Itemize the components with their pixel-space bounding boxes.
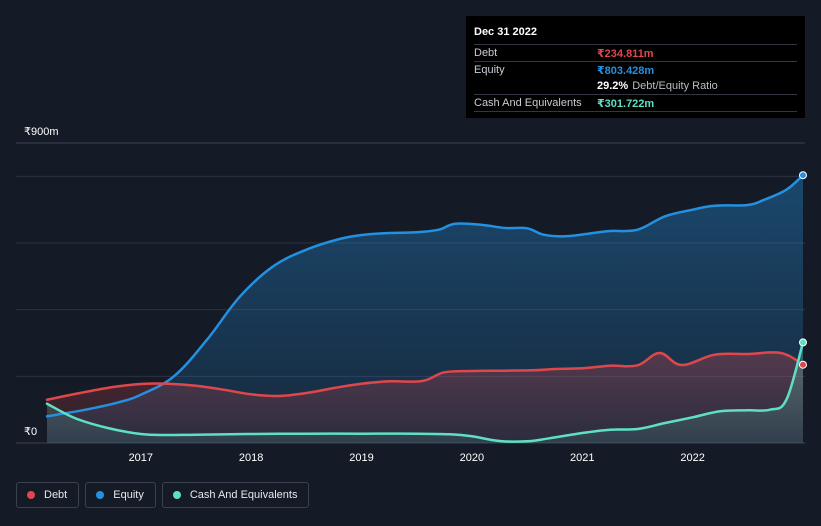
tooltip-ratio-value: 29.2% bbox=[597, 80, 629, 92]
tooltip-date: Dec 31 2022 bbox=[474, 26, 537, 38]
legend-toggle-equity[interactable]: Equity bbox=[85, 482, 156, 508]
tooltip-cash-value: ₹301.722m bbox=[597, 97, 655, 110]
tooltip-row-debt: Debt ₹234.811m bbox=[474, 44, 797, 61]
tooltip-row-ratio: 29.2% Debt/Equity Ratio bbox=[474, 78, 797, 94]
x-tick-label: 2020 bbox=[460, 452, 484, 464]
tooltip-row-cash: Cash And Equivalents ₹301.722m bbox=[474, 94, 797, 112]
legend-label-equity: Equity bbox=[113, 489, 144, 501]
tooltip-debt-label: Debt bbox=[474, 47, 498, 59]
x-tick-label: 2017 bbox=[129, 452, 153, 464]
legend-toggle-cash[interactable]: Cash And Equivalents bbox=[161, 482, 310, 508]
cash-end-marker bbox=[799, 338, 807, 347]
tooltip-cash-label: Cash And Equivalents bbox=[474, 97, 582, 109]
legend-dot-debt-icon bbox=[27, 491, 35, 499]
tooltip-equity-value: ₹803.428m bbox=[597, 64, 655, 77]
x-tick-label: 2019 bbox=[349, 452, 373, 464]
debt-area bbox=[47, 352, 803, 443]
x-tick-label: 2018 bbox=[239, 452, 263, 464]
debt-end-marker bbox=[799, 360, 807, 369]
tooltip-debt-value: ₹234.811m bbox=[597, 47, 654, 60]
chart-legend: Debt Equity Cash And Equivalents bbox=[16, 482, 310, 508]
legend-dot-cash-icon bbox=[172, 491, 181, 499]
legend-label-cash: Cash And Equivalents bbox=[189, 489, 298, 501]
legend-toggle-debt[interactable]: Debt bbox=[16, 482, 80, 508]
cash-area bbox=[47, 342, 803, 443]
x-tick-label: 2021 bbox=[570, 452, 594, 464]
equity-line bbox=[45, 173, 805, 418]
tooltip-ratio-label: Debt/Equity Ratio bbox=[632, 80, 718, 92]
legend-label-debt: Debt bbox=[44, 489, 68, 501]
equity-end-marker bbox=[799, 171, 807, 180]
y-tick-label-zero: ₹0 bbox=[24, 426, 37, 438]
cash-line bbox=[45, 341, 805, 443]
tooltip-row-equity: Equity ₹803.428m bbox=[474, 61, 797, 78]
tooltip-panel: Dec 31 2022 Debt ₹234.811m Equity ₹803.4… bbox=[466, 16, 805, 118]
legend-dot-equity-icon bbox=[96, 491, 105, 499]
x-tick-label: 2022 bbox=[680, 452, 704, 464]
debt-line bbox=[45, 351, 805, 401]
tooltip-equity-label: Equity bbox=[474, 64, 505, 76]
y-tick-label-top: ₹900m bbox=[24, 126, 59, 138]
